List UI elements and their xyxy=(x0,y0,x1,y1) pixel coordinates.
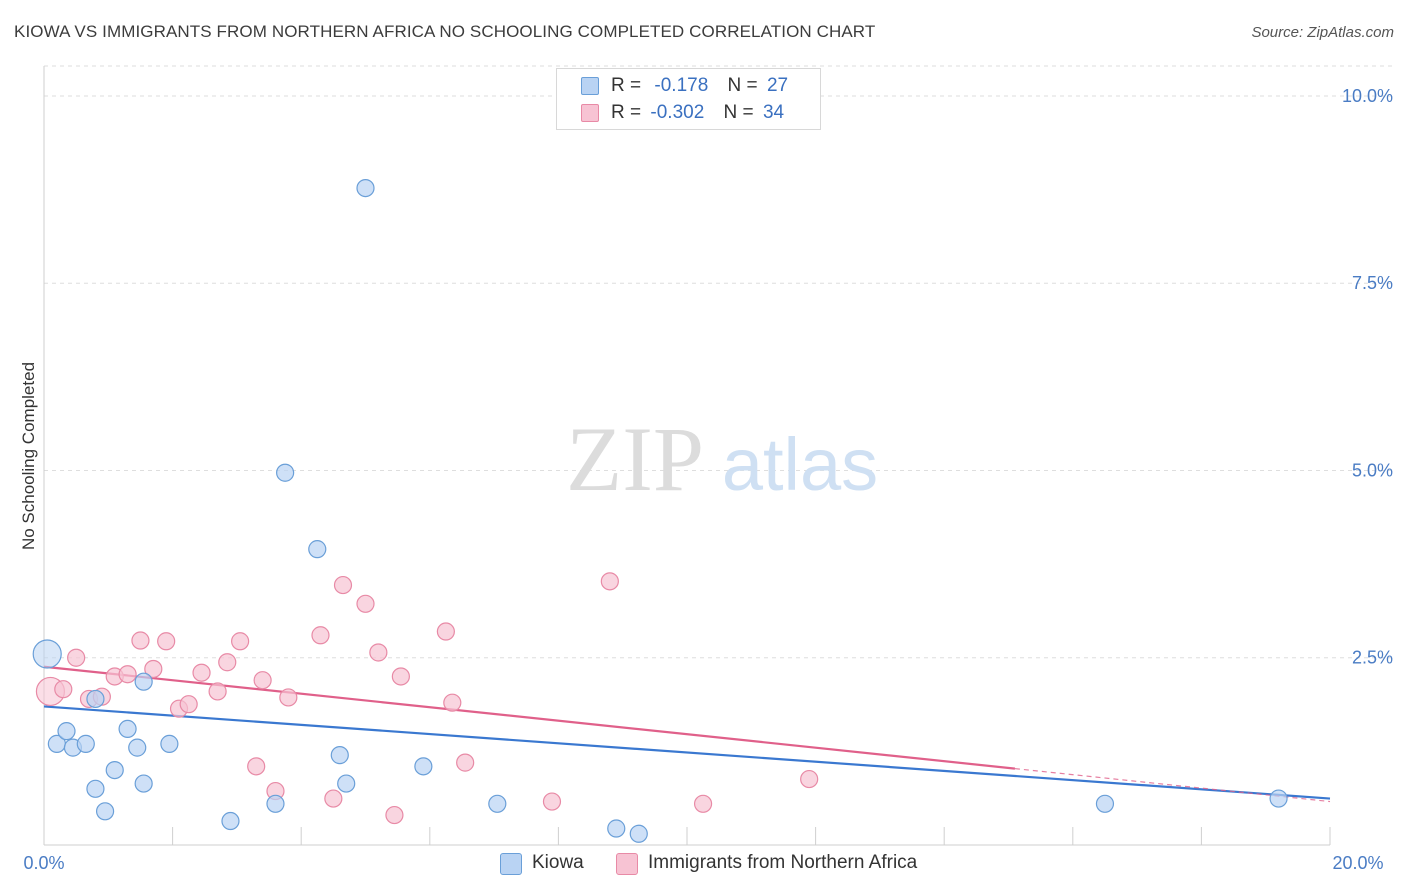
watermark-atlas: atlas xyxy=(722,423,878,506)
y-tick-label: 5.0% xyxy=(1352,460,1393,480)
northern-africa-point-21 xyxy=(324,789,343,808)
northern-africa-point-1 xyxy=(54,680,73,699)
n-value-northern-africa: 34 xyxy=(762,102,785,123)
kiowa-point-21 xyxy=(414,757,433,776)
kiowa-point-5 xyxy=(86,779,105,798)
kiowa-point-14 xyxy=(221,811,240,831)
northern-africa-point-20 xyxy=(311,626,330,645)
kiowa-point-9 xyxy=(118,719,137,738)
northern-africa-swatch xyxy=(581,104,599,122)
r-label: R = xyxy=(611,75,642,96)
gridlines xyxy=(44,65,1395,659)
northern-africa-legend-label: Immigrants from Northern Africa xyxy=(648,852,918,873)
northern-africa-point-29 xyxy=(456,753,475,772)
kiowa-point-23 xyxy=(607,819,626,838)
r-value-kiowa: -0.178 xyxy=(654,75,709,96)
northern-africa-point-9 xyxy=(157,632,176,651)
northern-africa-point-13 xyxy=(208,682,227,701)
northern-africa-point-12 xyxy=(192,663,211,682)
tick-labels: 2.5% 5.0% 7.5% 10.0% 0.0% 20.0% xyxy=(23,86,1393,873)
n-label: N = xyxy=(723,102,754,123)
kiowa-swatch xyxy=(581,77,599,95)
northern-africa-point-28 xyxy=(443,693,462,712)
kiowa-legend-swatch xyxy=(500,853,522,875)
r-value-northern-africa: -0.302 xyxy=(650,102,705,123)
data-points xyxy=(32,178,1288,843)
x-tick-label: 20.0% xyxy=(1332,853,1383,873)
northern-africa-legend-swatch xyxy=(616,853,638,875)
northern-africa-point-11 xyxy=(179,695,198,714)
kiowa-point-8 xyxy=(105,760,124,780)
watermark: ZIP atlas xyxy=(566,408,878,510)
y-tick-label: 7.5% xyxy=(1352,273,1393,293)
northern-africa-point-25 xyxy=(385,805,404,825)
kiowa-point-6 xyxy=(95,802,115,821)
kiowa-point-12 xyxy=(134,672,153,691)
northern-africa-point-2 xyxy=(67,648,86,667)
trend-lines xyxy=(43,665,1331,803)
northern-africa-point-16 xyxy=(247,757,266,776)
chart-title: KIOWA VS IMMIGRANTS FROM NORTHERN AFRICA… xyxy=(14,22,876,41)
northern-africa-point-15 xyxy=(231,632,250,651)
r-label: R = xyxy=(611,102,642,123)
kiowa-point-11 xyxy=(134,774,153,793)
northern-africa-point-6 xyxy=(118,665,137,684)
northern-africa-point-19 xyxy=(279,688,298,707)
northern-africa-point-8 xyxy=(144,659,163,679)
kiowa-point-16 xyxy=(276,463,295,482)
kiowa-point-25 xyxy=(1095,794,1115,813)
axes xyxy=(43,66,1331,846)
northern-africa-point-32 xyxy=(693,794,713,813)
trend-line-1 xyxy=(43,665,1016,770)
watermark-zip: ZIP xyxy=(566,408,704,510)
kiowa-point-4 xyxy=(76,734,95,753)
kiowa-point-2 xyxy=(57,722,76,741)
northern-africa-point-26 xyxy=(391,667,410,686)
kiowa-point-0 xyxy=(32,639,62,669)
stats-legend: R = -0.178 N = 27 R = -0.302 N = 34 xyxy=(556,68,821,130)
kiowa-point-20 xyxy=(356,178,375,198)
northern-africa-point-7 xyxy=(131,631,150,650)
y-tick-label: 10.0% xyxy=(1342,86,1393,106)
northern-africa-point-27 xyxy=(436,622,455,641)
northern-africa-point-30 xyxy=(542,792,562,811)
kiowa-point-13 xyxy=(160,734,179,753)
kiowa-point-17 xyxy=(308,540,327,559)
n-label: N = xyxy=(727,75,758,96)
kiowa-point-24 xyxy=(629,824,648,843)
trend-line-0 xyxy=(43,705,1331,800)
northern-africa-point-33 xyxy=(800,769,819,789)
northern-africa-point-14 xyxy=(218,653,237,672)
y-axis-label: No Schooling Completed xyxy=(19,362,38,550)
northern-africa-point-23 xyxy=(356,594,375,613)
y-tick-label: 2.5% xyxy=(1352,648,1393,668)
n-value-kiowa: 27 xyxy=(766,75,789,96)
source-label: Source: ZipAtlas.com xyxy=(1251,24,1394,41)
x-tick-label: 0.0% xyxy=(23,853,64,873)
kiowa-point-10 xyxy=(128,738,147,757)
kiowa-point-19 xyxy=(337,774,356,793)
northern-africa-point-24 xyxy=(369,643,388,662)
northern-africa-point-31 xyxy=(600,572,619,591)
kiowa-legend-label: Kiowa xyxy=(532,852,584,873)
northern-africa-point-22 xyxy=(333,575,353,595)
kiowa-point-7 xyxy=(86,689,105,709)
northern-africa-point-17 xyxy=(253,671,272,690)
kiowa-point-22 xyxy=(488,794,507,813)
kiowa-point-15 xyxy=(266,794,285,813)
kiowa-point-26 xyxy=(1269,789,1288,808)
kiowa-point-18 xyxy=(330,746,349,765)
